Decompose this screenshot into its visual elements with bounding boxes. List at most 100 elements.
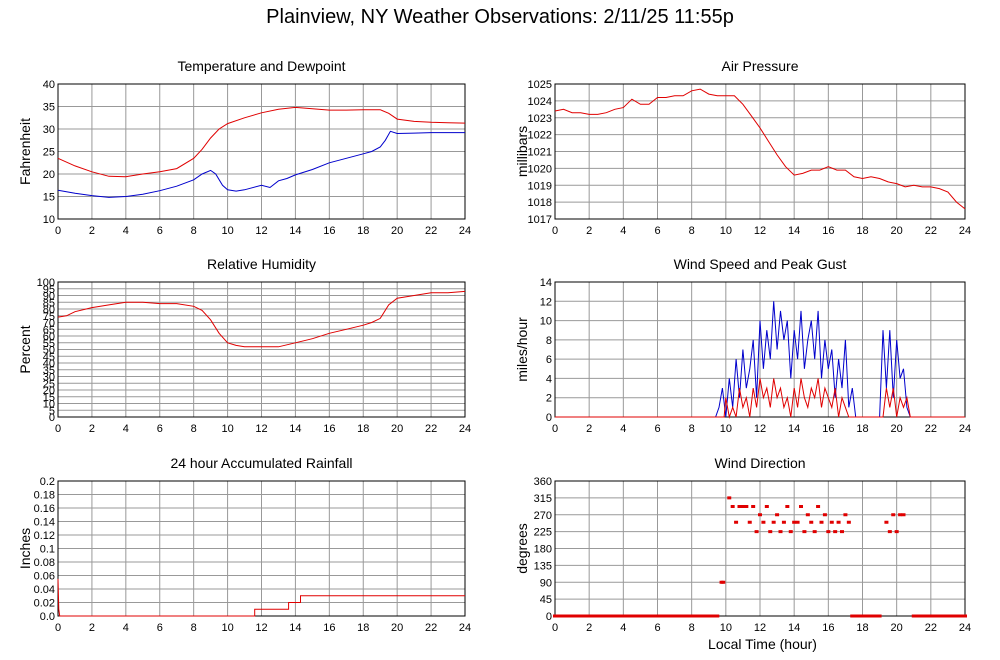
x-tick-label: 12 bbox=[754, 423, 766, 435]
x-tick-label: 22 bbox=[925, 423, 937, 435]
x-tick-label: 16 bbox=[323, 225, 335, 237]
x-tick-label: 16 bbox=[822, 225, 834, 237]
y-tick-label: 14 bbox=[540, 277, 552, 289]
x-tick-label: 2 bbox=[89, 423, 95, 435]
y-tick-label: 90 bbox=[540, 577, 552, 589]
x-tick-label: 8 bbox=[689, 225, 695, 237]
y-tick-label: 0 bbox=[546, 611, 552, 623]
x-tick-label: 0 bbox=[55, 622, 61, 634]
y-tick-label: 1019 bbox=[528, 180, 552, 192]
y-tick-label: 100 bbox=[37, 277, 55, 289]
y-tick-label: 0.02 bbox=[34, 598, 55, 610]
data-point bbox=[812, 530, 817, 534]
y-tick-label: 20 bbox=[43, 385, 55, 397]
y-tick-label: 0.18 bbox=[34, 490, 55, 502]
x-tick-label: 24 bbox=[459, 225, 471, 237]
data-point bbox=[706, 614, 711, 618]
data-point bbox=[775, 513, 780, 517]
y-tick-label: 45 bbox=[540, 594, 552, 606]
y-tick-label: 1018 bbox=[528, 197, 552, 209]
data-point bbox=[911, 614, 916, 618]
y-axis-title: Fahrenheit bbox=[17, 118, 33, 185]
x-tick-label: 14 bbox=[289, 225, 301, 237]
data-point bbox=[819, 520, 824, 524]
page-title: Plainview, NY Weather Observations: 2/11… bbox=[266, 6, 734, 28]
data-point bbox=[898, 513, 903, 517]
y-tick-label: 35 bbox=[43, 102, 55, 114]
x-tick-label: 8 bbox=[689, 622, 695, 634]
y-tick-label: 65 bbox=[43, 324, 55, 336]
series-line-1 bbox=[57, 578, 465, 617]
y-tick-label: 360 bbox=[534, 476, 552, 488]
data-point bbox=[638, 614, 643, 618]
x-tick-label: 8 bbox=[191, 622, 197, 634]
y-tick-label: 90 bbox=[43, 291, 55, 303]
y-tick-label: 0.1 bbox=[40, 544, 55, 556]
y-axis-title: millibars bbox=[514, 126, 530, 177]
x-tick-label: 8 bbox=[689, 423, 695, 435]
x-tick-label: 0 bbox=[55, 423, 61, 435]
data-point bbox=[785, 505, 790, 508]
x-tick-label: 18 bbox=[856, 622, 868, 634]
series-line-2 bbox=[555, 378, 965, 419]
y-tick-label: 10 bbox=[540, 316, 552, 328]
y-tick-label: 0.0 bbox=[40, 611, 55, 623]
series-line-2 bbox=[57, 130, 465, 198]
data-point bbox=[744, 505, 749, 508]
plot-frame bbox=[554, 480, 966, 617]
chart-title: Wind Direction bbox=[714, 455, 805, 471]
series-line-1 bbox=[554, 88, 966, 210]
data-point bbox=[799, 505, 803, 508]
x-tick-label: 6 bbox=[654, 225, 660, 237]
y-tick-label: 1024 bbox=[528, 96, 552, 108]
data-point bbox=[850, 614, 855, 618]
chart-title: Relative Humidity bbox=[207, 256, 316, 272]
data-point bbox=[843, 513, 848, 517]
data-point bbox=[833, 530, 838, 534]
x-tick-label: 10 bbox=[720, 423, 732, 435]
x-tick-label: 12 bbox=[255, 225, 267, 237]
x-tick-label: 10 bbox=[221, 622, 233, 634]
x-tick-label: 20 bbox=[891, 423, 903, 435]
x-tick-label: 8 bbox=[191, 225, 197, 237]
y-tick-label: 45 bbox=[43, 351, 55, 363]
y-tick-label: 0.08 bbox=[34, 557, 55, 569]
y-tick-label: 270 bbox=[534, 510, 552, 522]
x-tick-label: 14 bbox=[788, 225, 800, 237]
x-tick-label: 10 bbox=[720, 225, 732, 237]
data-point bbox=[730, 505, 735, 508]
data-point bbox=[715, 614, 720, 618]
data-point bbox=[672, 614, 677, 618]
x-tick-label: 22 bbox=[925, 622, 937, 634]
y-tick-label: 0.04 bbox=[34, 584, 55, 596]
x-tick-label: 2 bbox=[89, 225, 95, 237]
y-tick-label: 1017 bbox=[528, 214, 552, 226]
x-tick-label: 24 bbox=[459, 423, 471, 435]
data-point bbox=[809, 520, 814, 524]
data-point bbox=[621, 614, 626, 618]
x-tick-label: 8 bbox=[191, 423, 197, 435]
data-point bbox=[894, 530, 899, 534]
data-point bbox=[689, 614, 694, 618]
chart-title: Wind Speed and Peak Gust bbox=[674, 256, 847, 272]
x-tick-label: 22 bbox=[425, 423, 437, 435]
x-tick-label: 10 bbox=[720, 622, 732, 634]
data-point bbox=[816, 505, 821, 508]
data-point bbox=[884, 520, 889, 524]
y-tick-label: 15 bbox=[43, 192, 55, 204]
y-tick-label: 6 bbox=[546, 354, 552, 366]
x-tick-label: 14 bbox=[289, 423, 301, 435]
x-tick-label: 20 bbox=[391, 423, 403, 435]
y-tick-label: 55 bbox=[43, 338, 55, 350]
plot-frame bbox=[554, 281, 966, 418]
y-tick-label: 1025 bbox=[528, 79, 552, 91]
y-tick-label: 15 bbox=[43, 392, 55, 404]
y-tick-label: 1023 bbox=[528, 113, 552, 125]
plot-frame bbox=[57, 83, 466, 220]
y-tick-label: 0.14 bbox=[34, 517, 55, 529]
x-tick-label: 12 bbox=[754, 622, 766, 634]
y-tick-label: 225 bbox=[534, 527, 552, 539]
chart-1: Temperature and DewpointFahrenheit101520… bbox=[17, 58, 471, 237]
data-point bbox=[836, 520, 841, 524]
y-tick-label: 80 bbox=[43, 304, 55, 316]
